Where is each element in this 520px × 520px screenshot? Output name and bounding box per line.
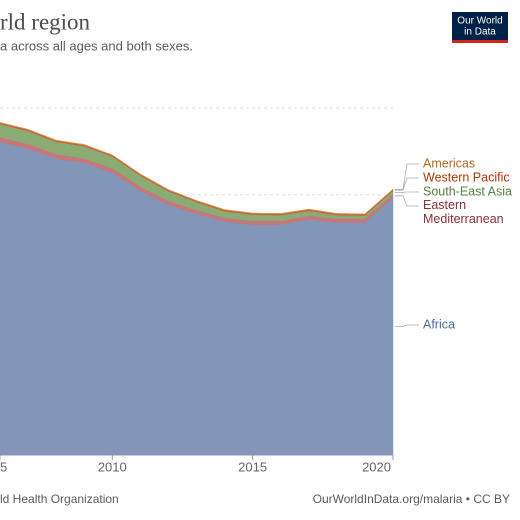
legend-label: Americas	[423, 156, 475, 170]
chart-subtitle: a across all ages and both sexes.	[0, 38, 193, 53]
source: ld Health Organization	[0, 492, 119, 506]
x-tick-label: 5	[0, 459, 7, 474]
leader-line	[395, 195, 419, 207]
logo-text: in Data	[464, 27, 496, 38]
logo-text: Our World	[457, 16, 502, 27]
logo-box	[452, 12, 508, 43]
area	[0, 122, 394, 215]
logo-bar	[452, 40, 508, 43]
credit: OurWorldInData.org/malaria • CC BY	[313, 492, 510, 506]
legend-label: Eastern Mediterranean	[423, 198, 504, 226]
leader-line	[395, 324, 419, 327]
leader-line	[395, 177, 419, 191]
legend-label: Africa	[423, 317, 455, 331]
chart-title: rld region	[0, 9, 91, 34]
leader-line	[395, 163, 419, 190]
legend-label-line: Eastern	[423, 198, 466, 212]
legend-label: Western Pacific	[423, 170, 510, 184]
legend-label: South-East Asia	[423, 184, 512, 198]
x-tick-label: 2015	[238, 459, 267, 474]
logo: Our World in Data	[452, 12, 508, 43]
area	[0, 141, 394, 456]
legend-label-line: Mediterranean	[423, 212, 504, 226]
x-tick-label: 2010	[98, 459, 127, 474]
x-tick-label: 2020	[362, 459, 391, 474]
